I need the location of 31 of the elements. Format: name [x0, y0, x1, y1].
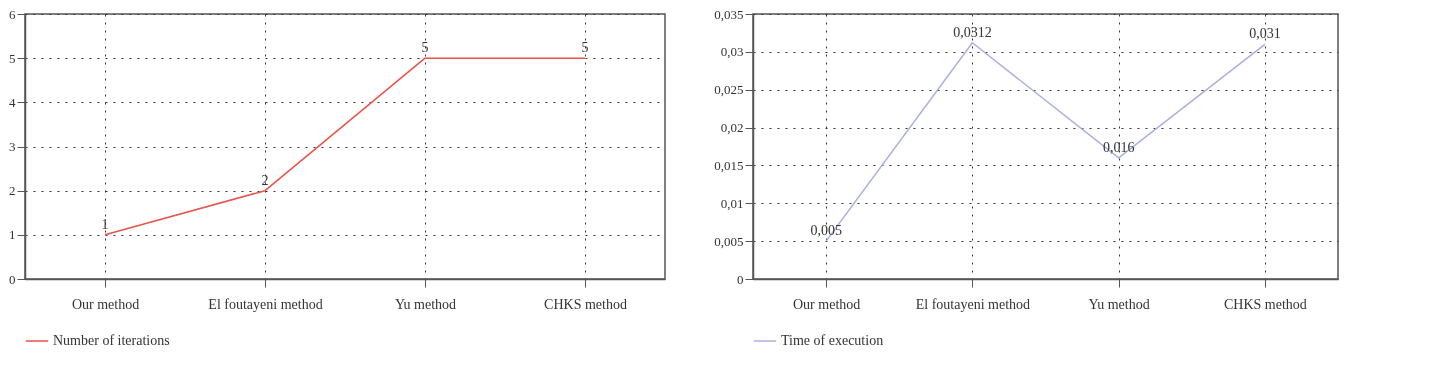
x-tick-label: Yu method: [394, 296, 457, 312]
data-label: 5: [581, 40, 589, 56]
y-tick-label: 0,015: [714, 157, 744, 173]
y-tick-label: 0: [737, 271, 744, 287]
y-tick-label: 2: [9, 183, 16, 199]
data-label: 0,031: [1249, 26, 1281, 42]
y-tick-label: 1: [9, 227, 16, 243]
data-label: 5: [421, 40, 429, 56]
x-tick-label: El foutayeni method: [208, 296, 323, 312]
y-tick-label: 0,01: [720, 195, 744, 211]
legend-label: Time of execution: [781, 333, 884, 348]
data-label: 0,005: [810, 223, 842, 239]
y-tick-label: 5: [9, 50, 16, 66]
data-label: 0,016: [1102, 139, 1135, 155]
x-tick-label: Our method: [792, 296, 861, 312]
y-tick-label: 0,025: [714, 82, 744, 98]
y-tick-label: 4: [9, 94, 16, 110]
y-tick-label: 3: [9, 139, 16, 154]
y-tick-label: 6: [9, 6, 16, 22]
legend-label: Number of iterations: [53, 333, 170, 348]
y-tick-label: 0,035: [714, 6, 744, 22]
y-tick-label: 0: [9, 271, 16, 287]
y-tick-label: 0,03: [720, 44, 744, 60]
data-label: 0,0312: [953, 24, 992, 40]
y-tick-label: 0,02: [720, 120, 744, 136]
y-tick-label: 0,005: [714, 233, 744, 249]
x-tick-label: Yu method: [1088, 296, 1150, 312]
x-tick-label: CHKS method: [1223, 296, 1307, 312]
x-tick-label: CHKS method: [544, 296, 627, 312]
x-tick-label: El foutayeni method: [915, 296, 1031, 312]
x-tick-label: Our method: [71, 296, 140, 312]
